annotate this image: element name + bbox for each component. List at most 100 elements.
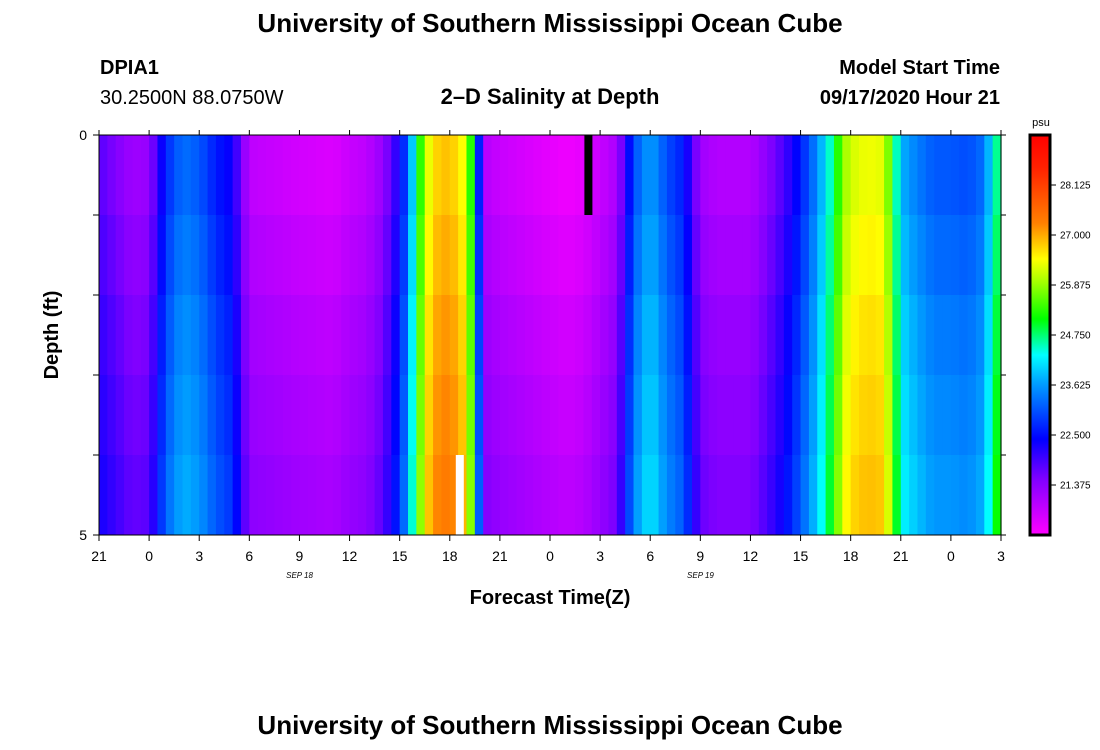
heatmap-cell	[800, 455, 810, 535]
heatmap-cell	[875, 455, 885, 535]
heatmap-cell	[424, 135, 434, 215]
heatmap-cell	[783, 295, 793, 375]
heatmap-cell	[700, 375, 710, 455]
heatmap-cell	[783, 455, 793, 535]
heatmap-cell	[424, 295, 434, 375]
heatmap-cell	[132, 135, 142, 215]
heatmap-cell	[717, 135, 726, 215]
heatmap-cell	[349, 295, 359, 375]
heatmap-cell	[859, 375, 868, 455]
station-id: DPIA1	[100, 57, 159, 79]
heatmap-cell	[374, 375, 384, 455]
heatmap-cell	[240, 295, 250, 375]
heatmap-cell	[909, 375, 919, 455]
heatmap-cell	[533, 455, 543, 535]
heatmap-cell	[817, 215, 827, 295]
heatmap-cell	[316, 215, 326, 295]
heatmap-cell	[666, 295, 676, 375]
colorbar: psu 28.125 27.000 25.875 24.750 23.625 22.500…	[1028, 117, 1091, 537]
x-tick-label: 15	[793, 548, 809, 564]
heatmap-cell	[107, 215, 117, 295]
heatmap-cell	[207, 295, 217, 375]
heatmap-cell	[324, 135, 334, 215]
heatmap-cell	[591, 375, 601, 455]
heatmap-cell	[224, 375, 234, 455]
page-title: University of Southern Mississippi Ocean…	[257, 8, 843, 38]
heatmap-cell	[792, 455, 802, 535]
heatmap-cell	[608, 135, 618, 215]
heatmap-cell	[257, 375, 267, 455]
heatmap-cell	[266, 135, 275, 215]
heatmap-cell	[783, 135, 793, 215]
heatmap-cell	[341, 455, 351, 535]
heatmap-marker	[584, 135, 593, 215]
heatmap-cell	[767, 455, 777, 535]
heatmap-cell	[232, 455, 242, 535]
heatmap-cell	[416, 215, 426, 295]
heatmap-cell	[967, 215, 977, 295]
heatmap-cell	[408, 135, 417, 215]
heatmap-cell	[666, 215, 676, 295]
x-tick-label: 9	[296, 548, 304, 564]
heatmap-cell	[917, 375, 927, 455]
heatmap-cell	[583, 295, 593, 375]
heatmap-cell	[441, 135, 451, 215]
heatmap-cell	[174, 215, 184, 295]
heatmap-cell	[750, 295, 760, 375]
heatmap-cell	[215, 215, 225, 295]
heatmap-cell	[165, 455, 175, 535]
heatmap-cell	[550, 375, 559, 455]
heatmap-cell	[474, 375, 484, 455]
heatmap-cell	[291, 375, 301, 455]
heatmap-cell	[249, 215, 259, 295]
heatmap-cell	[925, 135, 935, 215]
heatmap-cell	[867, 215, 877, 295]
heatmap-cell	[483, 295, 493, 375]
heatmap-cell	[291, 215, 301, 295]
heatmap-cell	[357, 135, 367, 215]
heatmap-cell	[324, 215, 334, 295]
heatmap-cell	[600, 455, 610, 535]
heatmap-cell	[984, 295, 994, 375]
heatmap-cell	[842, 215, 852, 295]
heatmap-cell	[99, 375, 108, 455]
heatmap-cell	[992, 135, 1002, 215]
heatmap-cell	[850, 295, 860, 375]
heatmap-cell	[274, 375, 284, 455]
heatmap-cell	[391, 295, 401, 375]
heatmap-cell	[942, 215, 952, 295]
heatmap-cell	[182, 135, 192, 215]
heatmap-cell	[725, 215, 735, 295]
heatmap-cell	[399, 135, 409, 215]
heatmap-cell	[967, 135, 977, 215]
heatmap-cell	[817, 295, 827, 375]
heatmap-cell	[332, 455, 342, 535]
heatmap-cell	[900, 295, 910, 375]
heatmap-cell	[775, 455, 785, 535]
heatmap-cell	[99, 215, 108, 295]
heatmap-cell	[758, 455, 768, 535]
heatmap-cell	[132, 215, 142, 295]
heatmap-cell	[366, 295, 376, 375]
heatmap-cell	[140, 295, 150, 375]
heatmap-cell	[875, 375, 885, 455]
heatmap-cell	[942, 455, 952, 535]
heatmap-cell	[658, 455, 668, 535]
heatmap-cell	[165, 135, 175, 215]
heatmap-cell	[942, 295, 952, 375]
heatmap-cell	[408, 295, 417, 375]
heatmap-cell	[583, 455, 593, 535]
heatmap-cell	[541, 375, 551, 455]
heatmap-cell	[516, 375, 526, 455]
heatmap-cell	[374, 455, 384, 535]
heatmap-cell	[224, 295, 234, 375]
heatmap-cell	[274, 295, 284, 375]
heatmap-cell	[992, 295, 1002, 375]
heatmap-cell	[984, 215, 994, 295]
heatmap-cell	[683, 295, 693, 375]
heatmap-cell	[316, 295, 326, 375]
heatmap-cell	[449, 295, 459, 375]
heatmap-cell	[650, 455, 660, 535]
heatmap-cell	[408, 455, 417, 535]
heatmap-cell	[140, 375, 150, 455]
